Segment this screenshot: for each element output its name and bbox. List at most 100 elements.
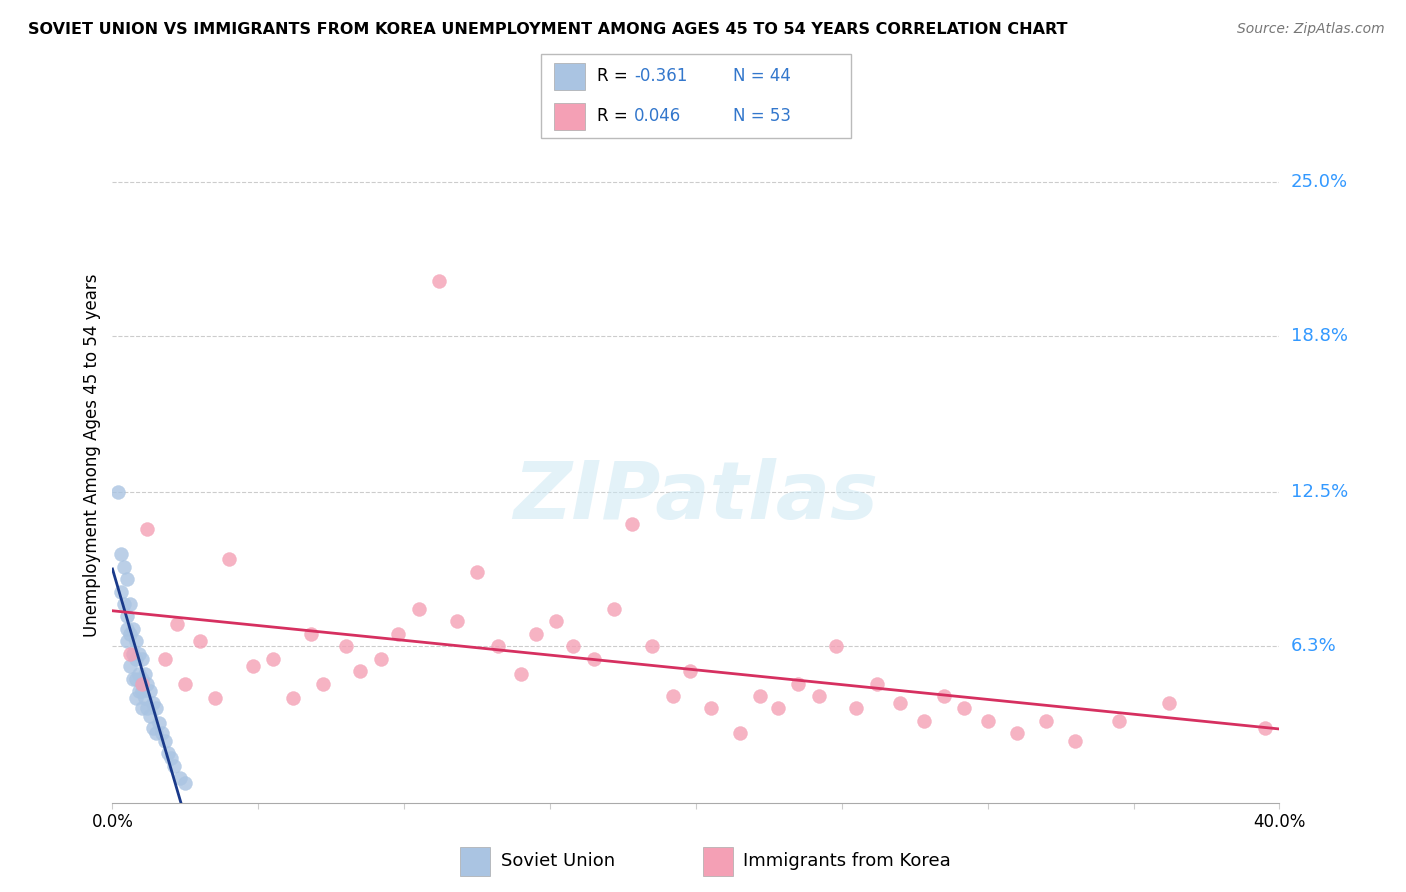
Point [408, 602, 430, 616]
Point [125, 672, 148, 686]
Text: SOVIET UNION VS IMMIGRANTS FROM KOREA UNEMPLOYMENT AMONG AGES 45 TO 54 YEARS COR: SOVIET UNION VS IMMIGRANTS FROM KOREA UN… [28, 22, 1067, 37]
Point [582, 651, 605, 665]
Point [845, 701, 868, 715]
Point [174, 676, 197, 690]
Bar [554, 62, 585, 90]
Point [139, 708, 162, 723]
Point [866, 676, 889, 690]
Point [446, 615, 468, 629]
Point [889, 697, 911, 711]
Point [486, 639, 509, 653]
Text: -0.361: -0.361 [634, 68, 688, 86]
Point [807, 689, 830, 703]
Point [115, 572, 138, 586]
Point [115, 634, 138, 648]
Text: 0.046: 0.046 [634, 107, 682, 125]
Point [370, 651, 392, 665]
Point [115, 609, 138, 624]
Point [136, 676, 159, 690]
Text: Immigrants from Korea: Immigrants from Korea [744, 852, 952, 870]
Point [349, 664, 371, 678]
Point [1035, 714, 1057, 728]
Point [641, 639, 664, 653]
Point [544, 615, 567, 629]
Point [728, 726, 751, 740]
Text: 18.8%: 18.8% [1291, 326, 1347, 344]
Point [299, 627, 322, 641]
Point [128, 666, 150, 681]
Point [150, 726, 173, 740]
Bar [703, 847, 734, 876]
Point [142, 697, 165, 711]
Point [620, 517, 643, 532]
Point [122, 647, 145, 661]
Point [242, 659, 264, 673]
Text: R =: R = [598, 68, 633, 86]
Point [125, 634, 148, 648]
Point [1254, 721, 1277, 735]
Point [118, 647, 141, 661]
Text: ZIPatlas: ZIPatlas [513, 458, 879, 536]
Text: 25.0%: 25.0% [1291, 172, 1348, 191]
Point [134, 691, 156, 706]
Point [110, 584, 132, 599]
Point [509, 666, 531, 681]
Point [465, 565, 488, 579]
Point [139, 684, 162, 698]
Point [679, 664, 702, 678]
Bar [554, 103, 585, 130]
Point [1108, 714, 1130, 728]
Point [131, 651, 153, 665]
Point [427, 274, 450, 288]
Point [766, 701, 789, 715]
Text: N = 44: N = 44 [733, 68, 792, 86]
Point [603, 602, 626, 616]
Text: 12.5%: 12.5% [1291, 483, 1348, 501]
Point [1064, 733, 1087, 747]
Point [153, 651, 176, 665]
Point [699, 701, 721, 715]
Point [1005, 726, 1028, 740]
Point [825, 639, 848, 653]
Text: Source: ZipAtlas.com: Source: ZipAtlas.com [1237, 22, 1385, 37]
Point [145, 701, 167, 715]
Text: R =: R = [598, 107, 633, 125]
Point [131, 684, 153, 698]
Point [169, 771, 191, 785]
Point [204, 691, 226, 706]
Point [110, 547, 132, 561]
Point [311, 676, 333, 690]
Point [160, 751, 183, 765]
Point [107, 485, 129, 500]
Text: 6.3%: 6.3% [1291, 637, 1336, 656]
Point [131, 676, 153, 690]
Point [335, 639, 357, 653]
Point [953, 701, 976, 715]
Text: N = 53: N = 53 [733, 107, 792, 125]
Point [131, 672, 153, 686]
Point [188, 634, 211, 648]
Point [562, 639, 585, 653]
Point [524, 627, 547, 641]
Point [787, 676, 810, 690]
Point [749, 689, 772, 703]
Point [976, 714, 998, 728]
Point [125, 691, 148, 706]
Point [128, 684, 150, 698]
Point [218, 552, 240, 566]
Point [136, 523, 159, 537]
Point [153, 733, 176, 747]
Point [283, 691, 305, 706]
Point [118, 659, 141, 673]
Point [387, 627, 409, 641]
Point [136, 701, 159, 715]
Y-axis label: Unemployment Among Ages 45 to 54 years: Unemployment Among Ages 45 to 54 years [83, 273, 101, 637]
Bar [460, 847, 491, 876]
Point [118, 597, 141, 611]
FancyBboxPatch shape [541, 54, 851, 138]
Point [166, 616, 188, 631]
Point [142, 721, 165, 735]
Point [156, 746, 179, 760]
Text: Soviet Union: Soviet Union [501, 852, 614, 870]
Point [115, 622, 138, 636]
